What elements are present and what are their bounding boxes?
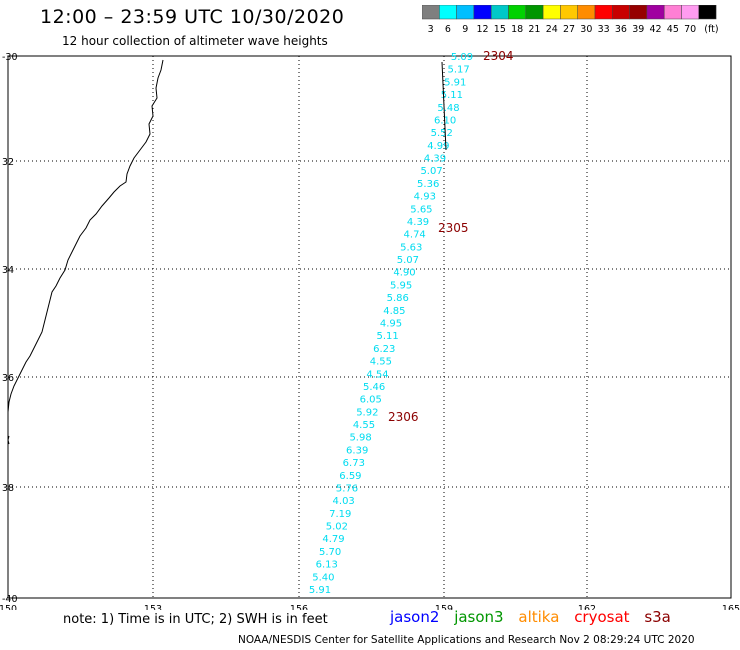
time-label: 2305 <box>438 221 469 235</box>
scale-label: 36 <box>615 24 627 35</box>
wave-height-label: 5.02 <box>326 522 348 533</box>
longitude-label: 156 <box>290 604 308 610</box>
longitude-labels: 150 153 156 159 162 165 <box>0 604 740 610</box>
scale-label: 45 <box>667 24 679 35</box>
wave-height-label: 4.39 <box>424 154 446 165</box>
wave-height-label: 5.36 <box>417 179 439 190</box>
wave-height-label: 4.03 <box>333 496 355 507</box>
color-scale-legend: 3 6 9 12 15 18 21 24 27 30 33 36 39 42 45 70 (ft) <box>422 5 719 35</box>
scale-label: 42 <box>650 24 662 35</box>
wave-height-label: 6.23 <box>373 344 395 355</box>
scale-label: 3 <box>428 24 434 35</box>
mission-jason2: jason2 <box>390 608 440 626</box>
scale-label: 27 <box>563 24 575 35</box>
scale-label: 21 <box>528 24 540 35</box>
wave-height-label: 5.95 <box>390 280 412 291</box>
longitude-label: 150 <box>0 604 17 610</box>
wave-height-label: 5.86 <box>387 293 409 304</box>
latitude-label: -40 <box>2 594 18 605</box>
wave-height-label: 6.59 <box>339 471 361 482</box>
wave-height-label: 5.65 <box>410 204 432 215</box>
mission-cryosat: cryosat <box>574 608 630 626</box>
wave-height-label: 4.39 <box>407 217 429 228</box>
coastline <box>7 59 164 413</box>
wave-height-label: 7.19 <box>329 509 351 520</box>
wave-height-label: 5.63 <box>400 242 422 253</box>
scale-label: 15 <box>494 24 506 35</box>
wave-height-label: 5.07 <box>397 255 419 266</box>
wave-height-label: 5.09 <box>451 52 473 63</box>
wave-height-map: -30 32 34 36 38 -40 150 153 156 159 162 165 5.09 5.… <box>0 49 740 610</box>
mission-jason3: jason3 <box>454 608 504 626</box>
map-subtitle: 12 hour collection of altimeter wave hei… <box>62 34 328 48</box>
wave-height-label: 6.73 <box>343 458 365 469</box>
graticule <box>7 55 732 599</box>
wave-height-label: 6.39 <box>346 445 368 456</box>
scale-label: (ft) <box>704 24 718 35</box>
wave-height-label: 5.17 <box>447 65 469 76</box>
mission-s3a: s3a <box>644 608 671 626</box>
wave-height-label: 6.05 <box>360 395 382 406</box>
latitude-label: 34 <box>2 265 14 276</box>
footer-note: note: 1) Time is in UTC; 2) SWH is in fe… <box>63 612 328 627</box>
wave-height-label: 5.76 <box>336 483 358 494</box>
scale-label: 33 <box>598 24 610 35</box>
scale-swatch <box>698 5 717 20</box>
scale-label: 30 <box>580 24 592 35</box>
map-frame <box>7 55 732 599</box>
wave-height-label: 4.85 <box>383 306 405 317</box>
coastline-south <box>7 435 10 445</box>
wave-height-label: 5.91 <box>309 585 331 596</box>
altimeter-track: 5.095.175.915.115.486.105.524.994.395.07… <box>309 52 473 596</box>
scale-label: 6 <box>445 24 451 35</box>
credit-line: NOAA/NESDIS Center for Satellite Applica… <box>238 634 695 646</box>
longitude-label: 153 <box>144 604 162 610</box>
wave-height-label: 5.11 <box>376 331 398 342</box>
wave-height-label: 4.55 <box>370 357 392 368</box>
wave-height-label: 4.93 <box>414 192 436 203</box>
mission-legend: jason2 jason3 altika cryosat s3a <box>390 608 681 626</box>
wave-height-label: 5.07 <box>420 166 442 177</box>
latitude-label: -30 <box>2 52 18 63</box>
scale-label: 18 <box>511 24 523 35</box>
time-label: 2306 <box>388 410 419 424</box>
mission-altika: altika <box>518 608 560 626</box>
scale-label: 70 <box>684 24 696 35</box>
time-label: 2304 <box>483 49 514 63</box>
wave-height-label: 5.11 <box>441 90 463 101</box>
wave-height-label: 5.70 <box>319 547 341 558</box>
wave-height-label: 4.74 <box>404 230 426 241</box>
latitude-labels: -30 32 34 36 38 -40 <box>2 52 18 605</box>
wave-height-label: 4.79 <box>322 534 344 545</box>
wave-height-label: 4.99 <box>427 141 449 152</box>
wave-height-label: 5.40 <box>312 572 334 583</box>
wave-height-label: 6.13 <box>316 560 338 571</box>
latitude-label: 38 <box>2 483 14 494</box>
wave-height-label: 5.92 <box>356 407 378 418</box>
scale-label: 39 <box>632 24 644 35</box>
wave-height-label: 4.55 <box>353 420 375 431</box>
longitude-label: 159 <box>435 604 453 610</box>
time-labels: 2304 2305 2306 <box>388 49 514 424</box>
wave-height-label: 4.54 <box>366 369 388 380</box>
scale-label: 24 <box>546 24 558 35</box>
scale-label: 9 <box>462 24 468 35</box>
latitude-label: 32 <box>2 157 14 168</box>
wave-height-label: 4.90 <box>393 268 415 279</box>
wave-height-label: 5.46 <box>363 382 385 393</box>
latitude-label: 36 <box>2 373 14 384</box>
wave-height-label: 5.98 <box>349 433 371 444</box>
scale-label: 12 <box>477 24 489 35</box>
wave-height-label: 5.91 <box>444 77 466 88</box>
track-line <box>441 61 447 151</box>
longitude-label: 162 <box>578 604 596 610</box>
wave-height-label: 5.52 <box>431 128 453 139</box>
longitude-label: 165 <box>722 604 740 610</box>
wave-height-label: 5.48 <box>437 103 459 114</box>
wave-height-label: 4.95 <box>380 319 402 330</box>
map-title: 12:00 – 23:59 UTC 10/30/2020 <box>40 6 345 28</box>
